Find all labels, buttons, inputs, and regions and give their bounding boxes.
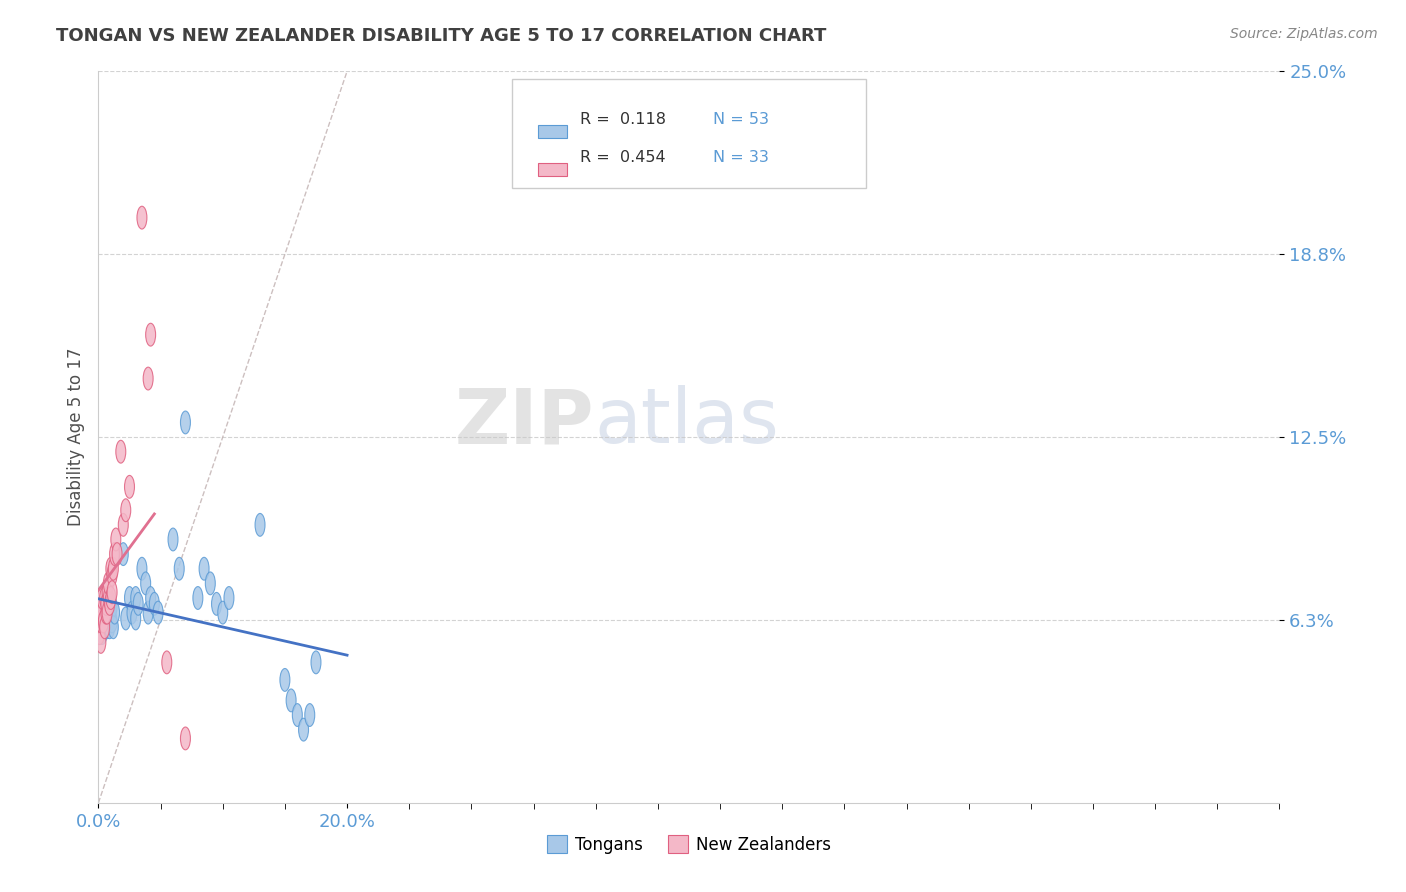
Ellipse shape: [97, 601, 107, 624]
Ellipse shape: [218, 601, 228, 624]
Ellipse shape: [96, 601, 105, 624]
Ellipse shape: [146, 587, 156, 609]
Text: R =  0.454: R = 0.454: [581, 150, 666, 165]
Ellipse shape: [305, 704, 315, 726]
Ellipse shape: [105, 592, 115, 615]
Text: N = 53: N = 53: [713, 112, 769, 127]
Ellipse shape: [224, 587, 233, 609]
Ellipse shape: [104, 607, 114, 630]
Ellipse shape: [134, 592, 143, 615]
Ellipse shape: [107, 595, 117, 618]
Text: R =  0.118: R = 0.118: [581, 112, 666, 127]
Ellipse shape: [136, 558, 146, 580]
Ellipse shape: [97, 587, 107, 609]
Ellipse shape: [110, 601, 120, 624]
Ellipse shape: [174, 558, 184, 580]
Ellipse shape: [105, 558, 115, 580]
Ellipse shape: [94, 601, 104, 624]
Ellipse shape: [149, 592, 159, 615]
Ellipse shape: [153, 601, 163, 624]
Ellipse shape: [143, 368, 153, 390]
Ellipse shape: [115, 441, 125, 463]
Ellipse shape: [111, 528, 121, 551]
Ellipse shape: [101, 592, 111, 615]
Ellipse shape: [104, 592, 114, 615]
Ellipse shape: [193, 587, 202, 609]
Ellipse shape: [104, 587, 114, 609]
Ellipse shape: [105, 607, 115, 630]
Ellipse shape: [103, 581, 112, 604]
Ellipse shape: [131, 607, 141, 630]
Ellipse shape: [96, 615, 105, 639]
Ellipse shape: [146, 323, 156, 346]
Ellipse shape: [100, 615, 110, 639]
Ellipse shape: [107, 563, 117, 586]
Ellipse shape: [136, 206, 146, 229]
Ellipse shape: [108, 558, 118, 580]
Ellipse shape: [105, 587, 115, 609]
Ellipse shape: [94, 622, 104, 645]
Ellipse shape: [298, 718, 308, 741]
FancyBboxPatch shape: [537, 163, 567, 176]
Ellipse shape: [110, 542, 120, 566]
Ellipse shape: [104, 615, 114, 639]
FancyBboxPatch shape: [512, 78, 866, 188]
Ellipse shape: [97, 601, 107, 624]
Ellipse shape: [127, 601, 136, 624]
Text: ZIP: ZIP: [456, 385, 595, 459]
Text: N = 33: N = 33: [713, 150, 769, 165]
Ellipse shape: [104, 601, 114, 624]
Ellipse shape: [101, 592, 111, 615]
Ellipse shape: [162, 651, 172, 673]
Ellipse shape: [98, 610, 108, 632]
Ellipse shape: [211, 592, 222, 615]
Ellipse shape: [100, 587, 110, 609]
Ellipse shape: [94, 622, 104, 645]
Text: atlas: atlas: [595, 385, 779, 459]
Text: Source: ZipAtlas.com: Source: ZipAtlas.com: [1230, 27, 1378, 41]
Ellipse shape: [103, 601, 112, 624]
Text: TONGAN VS NEW ZEALANDER DISABILITY AGE 5 TO 17 CORRELATION CHART: TONGAN VS NEW ZEALANDER DISABILITY AGE 5…: [56, 27, 827, 45]
Ellipse shape: [98, 595, 108, 618]
Ellipse shape: [98, 610, 108, 632]
Ellipse shape: [254, 514, 264, 536]
Ellipse shape: [200, 558, 209, 580]
Ellipse shape: [121, 607, 131, 630]
Ellipse shape: [96, 631, 105, 653]
Ellipse shape: [94, 607, 104, 630]
FancyBboxPatch shape: [537, 125, 567, 138]
Y-axis label: Disability Age 5 to 17: Disability Age 5 to 17: [66, 348, 84, 526]
Ellipse shape: [143, 601, 153, 624]
Ellipse shape: [311, 651, 321, 673]
Ellipse shape: [107, 581, 117, 604]
Ellipse shape: [205, 572, 215, 595]
Ellipse shape: [280, 668, 290, 691]
Ellipse shape: [103, 601, 112, 624]
Ellipse shape: [118, 514, 128, 536]
Ellipse shape: [180, 727, 190, 750]
Ellipse shape: [97, 622, 107, 645]
Ellipse shape: [112, 542, 122, 566]
Ellipse shape: [104, 592, 114, 615]
Ellipse shape: [101, 607, 111, 630]
Ellipse shape: [100, 615, 110, 639]
Ellipse shape: [104, 572, 114, 595]
Ellipse shape: [125, 475, 135, 499]
Ellipse shape: [121, 499, 131, 522]
Ellipse shape: [96, 610, 105, 632]
Ellipse shape: [100, 601, 110, 624]
Ellipse shape: [125, 587, 135, 609]
Ellipse shape: [131, 587, 141, 609]
Ellipse shape: [107, 610, 117, 632]
Ellipse shape: [108, 615, 118, 639]
Ellipse shape: [103, 615, 112, 639]
Ellipse shape: [287, 689, 297, 712]
Ellipse shape: [118, 542, 128, 566]
Legend: Tongans, New Zealanders: Tongans, New Zealanders: [540, 829, 838, 860]
Ellipse shape: [141, 572, 150, 595]
Ellipse shape: [180, 411, 190, 434]
Ellipse shape: [169, 528, 179, 551]
Ellipse shape: [292, 704, 302, 726]
Ellipse shape: [101, 601, 111, 624]
